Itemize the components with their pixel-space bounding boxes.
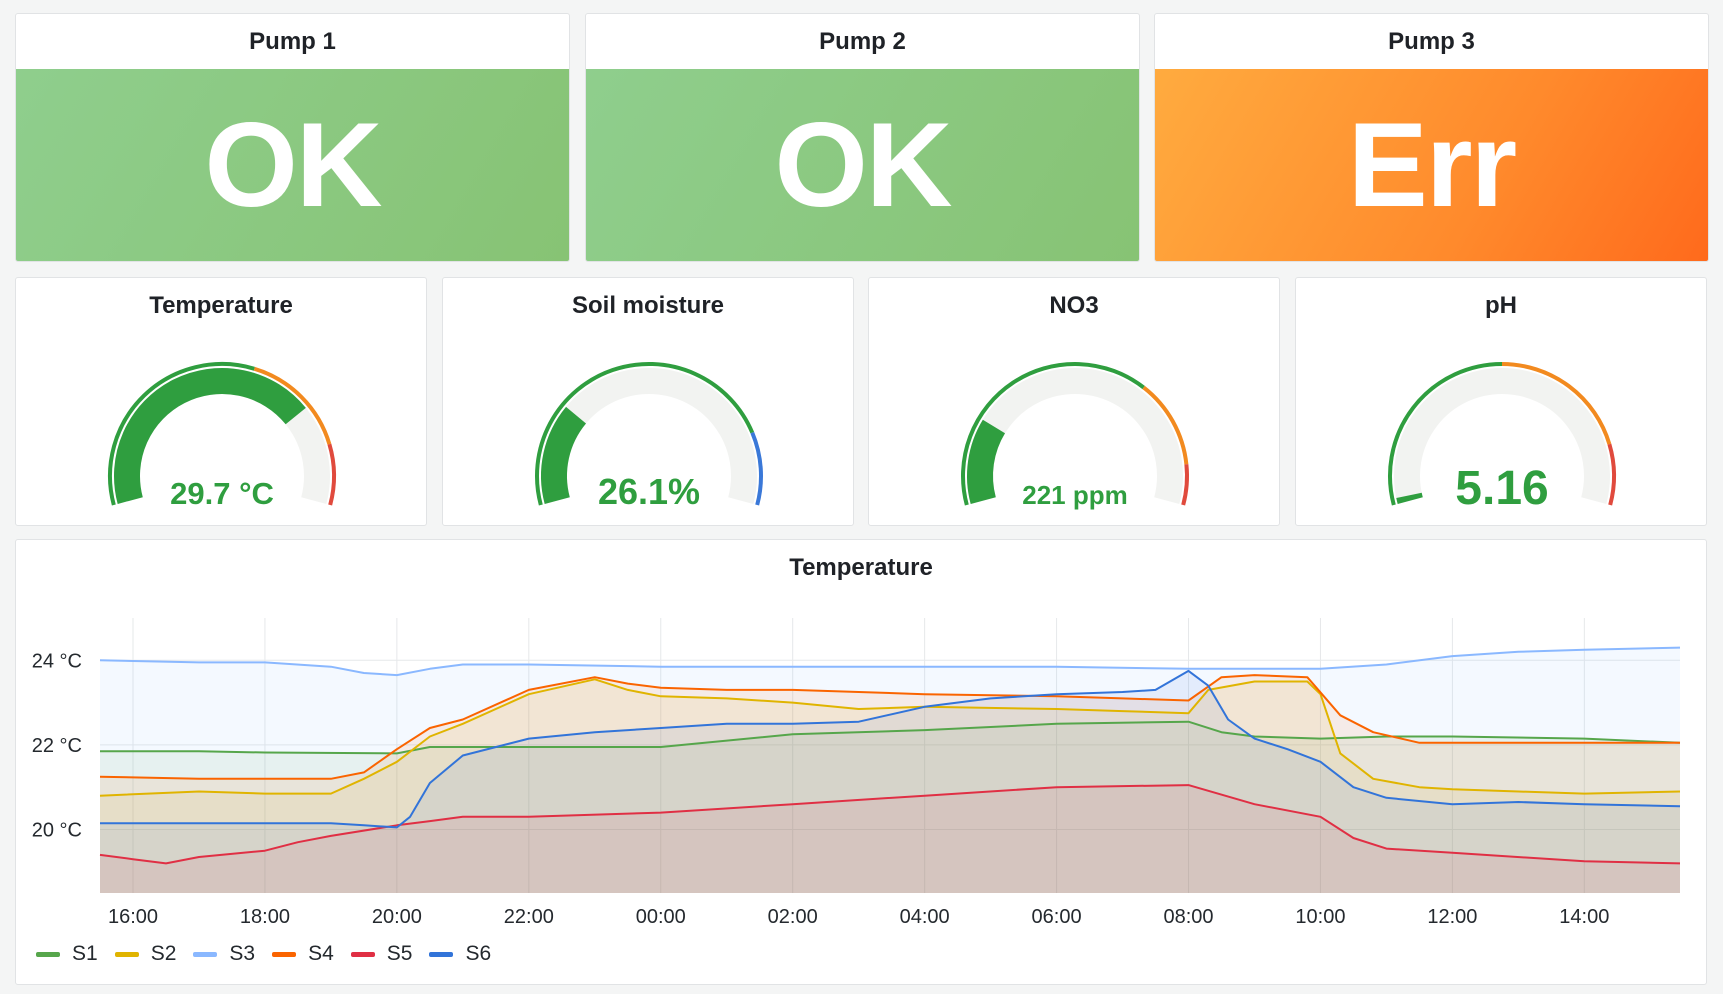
legend-item-s2[interactable]: S2 bbox=[114, 942, 177, 966]
legend-label: S5 bbox=[386, 942, 413, 965]
series-area-s5 bbox=[100, 785, 1680, 893]
gauge-temperature: 29.7 °C bbox=[108, 362, 336, 511]
series-area-s4 bbox=[100, 675, 1680, 893]
series-area-s6 bbox=[100, 670, 1680, 893]
gauge-soil-moisture-title: Soil moisture bbox=[571, 292, 725, 319]
x-tick-label: 04:00 bbox=[900, 906, 950, 928]
gauge-threshold-band bbox=[535, 362, 755, 506]
chart-legend: S1 S2 S3 S4 S5 S6 bbox=[36, 942, 508, 966]
gauge-ph-panel[interactable]: pH 5.16 bbox=[1295, 277, 1707, 526]
temperature-chart[interactable]: 16:00 18:00 20:00 22:00 00:00 02:00 04:00 06:00… bbox=[16, 540, 1707, 940]
legend-item-s6[interactable]: S6 bbox=[429, 942, 491, 966]
x-tick-label: 18:00 bbox=[240, 906, 290, 928]
legend-label: S6 bbox=[465, 942, 492, 965]
x-tick-label: 16:00 bbox=[108, 906, 158, 928]
gauge-temperature-panel[interactable]: Temperature 29.7 °C bbox=[15, 277, 427, 526]
legend-swatch bbox=[36, 951, 60, 957]
legend-swatch bbox=[272, 951, 297, 957]
series-area-s2 bbox=[100, 679, 1680, 893]
pump-2-value: OK bbox=[586, 69, 1139, 261]
x-tick-label: 08:00 bbox=[1163, 906, 1213, 928]
gauge-threshold-band bbox=[327, 443, 336, 506]
x-tick-label: 06:00 bbox=[1032, 906, 1082, 928]
gauge-no3: 221 ppm bbox=[961, 362, 1189, 510]
legend-label: S1 bbox=[72, 942, 98, 965]
gauge-threshold-band bbox=[1501, 362, 1612, 445]
gauge-value-text: 26.1% bbox=[598, 471, 700, 512]
legend-label: S2 bbox=[150, 942, 177, 965]
gauge-ph: 5.16 bbox=[1388, 362, 1616, 515]
gauge-value-arc bbox=[1396, 492, 1423, 504]
gauge-no3-title: NO3 bbox=[1049, 292, 1099, 319]
gauge-threshold-band bbox=[1607, 443, 1616, 506]
gauge-threshold-band bbox=[750, 431, 763, 506]
legend-label: S3 bbox=[229, 942, 256, 965]
gauge-value-text: 5.16 bbox=[1455, 462, 1548, 515]
series-line-s5[interactable] bbox=[99, 784, 1681, 865]
legend-item-s1[interactable]: S1 bbox=[36, 942, 98, 966]
legend-label: S4 bbox=[308, 942, 334, 965]
legend-item-s4[interactable]: S4 bbox=[272, 942, 334, 966]
gauge-threshold-band bbox=[961, 362, 1145, 506]
gauge-temperature-title: Temperature bbox=[149, 292, 293, 319]
y-tick-label: 20 °C bbox=[32, 820, 82, 842]
gauge-soil-moisture-panel[interactable]: Soil moisture 26.1% bbox=[442, 277, 854, 526]
pump-1-title: Pump 1 bbox=[249, 28, 336, 55]
series-line-s2[interactable] bbox=[99, 678, 1681, 797]
gauge-track bbox=[1394, 368, 1610, 504]
gauge-soil-moisture: 26.1% bbox=[535, 362, 763, 512]
pump-3-panel[interactable]: Pump 3 Err bbox=[1154, 13, 1709, 262]
x-tick-label: 12:00 bbox=[1427, 906, 1477, 928]
legend-swatch bbox=[350, 951, 375, 957]
temperature-chart-panel[interactable]: Temperature 16:00 18:00 20:00 22:00 00:00 02:… bbox=[15, 539, 1707, 985]
temperature-chart-title: Temperature bbox=[789, 554, 933, 581]
gauge-value-arc bbox=[541, 406, 587, 504]
y-tick-label: 22 °C bbox=[32, 735, 82, 757]
gauge-ph-title: pH bbox=[1485, 292, 1517, 319]
gauge-no3-panel[interactable]: NO3 221 ppm bbox=[868, 277, 1280, 526]
pump-3-title: Pump 3 bbox=[1388, 28, 1475, 55]
gauge-threshold-band bbox=[108, 362, 255, 506]
x-tick-label: 20:00 bbox=[372, 906, 422, 928]
x-tick-label: 22:00 bbox=[504, 906, 554, 928]
x-tick-label: 00:00 bbox=[636, 906, 686, 928]
x-tick-label: 02:00 bbox=[768, 906, 818, 928]
gauge-value-text: 221 ppm bbox=[1022, 480, 1128, 510]
series-line-s3[interactable] bbox=[99, 646, 1681, 677]
gauge-threshold-band bbox=[1388, 362, 1503, 506]
series-line-s6[interactable] bbox=[100, 669, 1681, 829]
gauge-threshold-band bbox=[1181, 464, 1189, 506]
gauge-value-arc bbox=[967, 419, 1006, 504]
gauge-threshold-band bbox=[253, 366, 332, 445]
legend-swatch bbox=[114, 951, 139, 957]
gauge-threshold-band bbox=[1142, 385, 1189, 465]
legend-swatch bbox=[429, 951, 454, 957]
x-tick-label: 10:00 bbox=[1295, 906, 1345, 928]
pump-2-title: Pump 2 bbox=[819, 28, 906, 55]
legend-item-s3[interactable]: S3 bbox=[193, 942, 255, 966]
series-area-s1 bbox=[100, 721, 1680, 893]
series-line-s4[interactable] bbox=[99, 674, 1680, 780]
pump-3-value: Err bbox=[1155, 69, 1708, 261]
legend-item-s5[interactable]: S5 bbox=[350, 942, 413, 966]
legend-swatch bbox=[193, 951, 218, 957]
y-tick-label: 24 °C bbox=[32, 650, 82, 672]
gauge-value-text: 29.7 °C bbox=[170, 476, 274, 511]
series-line-s1[interactable] bbox=[100, 720, 1681, 755]
x-tick-label: 14:00 bbox=[1559, 906, 1609, 928]
pump-1-value: OK bbox=[16, 69, 569, 261]
pump-1-panel[interactable]: Pump 1 OK bbox=[15, 13, 570, 262]
gauge-value-arc bbox=[114, 368, 306, 504]
pump-2-panel[interactable]: Pump 2 OK bbox=[585, 13, 1140, 262]
